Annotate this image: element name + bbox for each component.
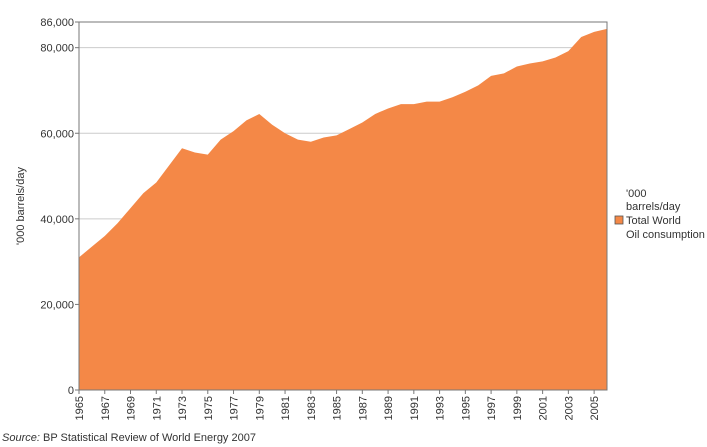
legend-header: '000 barrels/day — [626, 188, 681, 213]
x-tick-label-1969: 1969 — [126, 396, 138, 420]
x-tick-label-1985: 1985 — [332, 396, 344, 420]
area-total-world-oil-consumption — [79, 28, 607, 390]
source-note: Source: BP Statistical Review of World E… — [2, 432, 256, 444]
x-tick-label-1979: 1979 — [254, 396, 266, 420]
x-tick-label-1991: 1991 — [409, 396, 421, 420]
y-tick-label-1: 20,000 — [40, 299, 74, 311]
legend-swatch — [614, 215, 624, 225]
y-axis: 0 20,000 40,000 60,000 80,000 86,000 — [40, 17, 79, 397]
area-series — [79, 28, 607, 390]
plot-frame — [78, 21, 608, 391]
x-tick-label-1983: 1983 — [306, 396, 318, 420]
x-tick-label-1973: 1973 — [177, 396, 189, 420]
x-tick-label-2003: 2003 — [563, 396, 575, 420]
x-tick-label-1967: 1967 — [100, 396, 112, 420]
x-tick-label-1977: 1977 — [229, 396, 241, 420]
x-tick-label-2001: 2001 — [538, 396, 550, 420]
x-tick-label-1995: 1995 — [460, 396, 472, 420]
y-tick-label-4: 80,000 — [40, 43, 74, 55]
x-tick-label-1975: 1975 — [203, 396, 215, 420]
x-axis: 1965 1967 1969 1971 1973 1975 1977 1979 1981 1983… — [74, 390, 601, 420]
y-tick-label-0: 0 — [68, 385, 74, 397]
x-tick-label-1989: 1989 — [383, 396, 395, 420]
source-prefix: Source: — [2, 432, 40, 444]
x-tick-label-1971: 1971 — [151, 396, 163, 420]
y-tick-label-3: 60,000 — [40, 128, 74, 140]
source-text: BP Statistical Review of World Energy 20… — [42, 432, 256, 444]
y-tick-label-2: 40,000 — [40, 214, 74, 226]
legend: '000 barrels/day Total World Oil consumpti… — [614, 188, 705, 241]
x-tick-label-2005: 2005 — [589, 396, 601, 420]
x-tick-label-1999: 1999 — [512, 396, 524, 420]
y-axis-title: '000 barrels/day — [15, 167, 27, 245]
x-tick-label-1981: 1981 — [280, 396, 292, 420]
x-tick-label-1993: 1993 — [435, 396, 447, 420]
x-tick-label-1997: 1997 — [486, 396, 498, 420]
y-tick-label-5: 86,000 — [40, 17, 74, 29]
legend-series-label: Total World Oil consumption — [626, 215, 705, 241]
x-tick-label-1965: 1965 — [74, 396, 86, 420]
x-tick-label-1987: 1987 — [357, 396, 369, 420]
